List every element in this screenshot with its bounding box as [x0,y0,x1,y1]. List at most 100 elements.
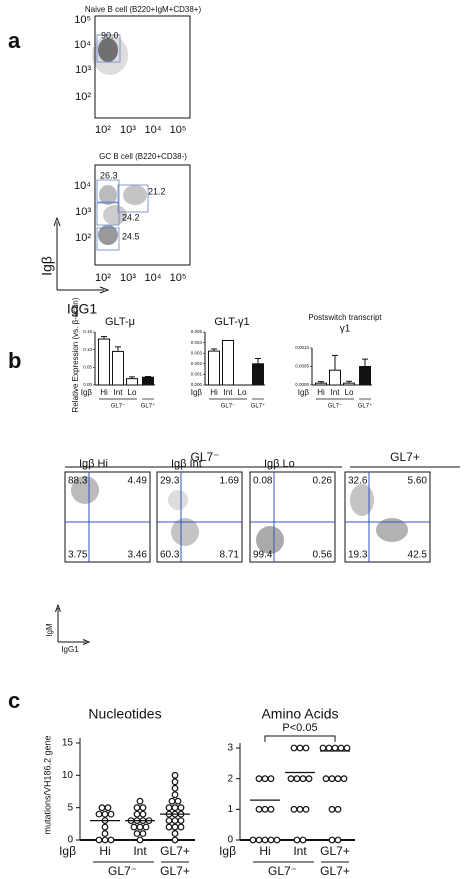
data-point [261,805,269,813]
bar [252,363,264,386]
data-point [319,744,327,752]
group-label: GL7+ [320,864,350,878]
data-point [136,836,144,844]
x-tick-label: 10² [95,124,111,136]
x-axis-label: Igβ [81,388,93,397]
x-tick-label: Hi [99,844,110,858]
x-tick-label: Int [133,844,147,858]
data-point [267,775,275,783]
cell-cloud [99,185,117,205]
data-point [95,810,103,818]
y-tick-label: 0.001 [191,372,203,377]
group-label: GL7⁻ [328,404,343,410]
data-point [267,836,275,844]
y-tick-label: 0.15 [83,329,92,334]
chart-title: GLT-γ1 [214,316,249,328]
x-tick-label: 10⁵ [170,272,187,284]
cell-cloud [256,526,284,554]
data-point [322,775,330,783]
data-point [328,836,336,844]
data-point [290,744,298,752]
quadrant-label: 42.5 [408,550,428,561]
data-point [255,805,263,813]
axis-label: IgM [45,623,54,637]
chart-subtitle: γ1 [340,324,351,335]
y-tick-label: 0.000 [191,382,203,387]
data-point [331,744,339,752]
data-point [171,778,179,786]
x-tick-label: Hi [317,388,325,397]
bar [343,382,355,386]
axis-label: IgG1 [67,301,98,317]
axis-label: IgG1 [61,645,79,654]
data-point [287,775,295,783]
x-tick-label: 10⁴ [145,124,162,136]
quadrant-label: 0.56 [313,550,333,561]
data-point [139,830,147,837]
chart-title: Postswitch transcript [308,313,382,322]
x-axis-label: Igβ [219,844,236,858]
x-tick-label: Int [293,844,307,858]
data-point [255,775,263,783]
data-point [261,775,269,783]
axis-label: Relative Expression (vs. β-actin) [71,297,80,412]
data-point [334,775,342,783]
x-tick-label: Lo [345,388,354,397]
data-point [171,791,179,799]
quadrant-label: 60.3 [160,550,180,561]
panel-label: c [8,688,20,713]
y-tick-label: 15 [62,738,74,749]
data-point [171,804,179,812]
y-tick-label: 10⁴ [74,39,91,51]
gate-label: 24.2 [122,212,140,222]
data-point [139,804,147,812]
group-label: GL7⁺ [251,403,266,410]
data-point [177,823,185,831]
data-point [249,836,257,844]
data-point [165,817,173,824]
y-tick-label: 0.005 [191,329,203,334]
bar [142,376,154,386]
data-point [267,805,275,813]
y-tick-label: 5 [67,802,73,813]
data-point [101,830,109,837]
data-point [171,817,179,824]
plot-frame [344,471,431,563]
y-tick-label: 10² [75,91,91,103]
panel-label: a [8,28,21,53]
y-tick-label: 0.004 [191,340,203,345]
y-tick-label: 10³ [75,206,91,218]
data-point [171,836,179,844]
x-tick-label: Int [224,388,234,397]
x-tick-label: Hi [210,388,218,397]
data-point [98,804,106,812]
cell-cloud [123,185,147,205]
data-point [328,805,336,813]
quadrant-label: 5.60 [408,476,428,487]
quadrant-label: 4.49 [128,476,148,487]
cell-cloud [350,484,374,516]
data-point [177,804,185,812]
x-tick-label: GL7+ [160,844,190,858]
bar [329,369,341,386]
quadrant-label: 8.71 [220,550,240,561]
chart-title: Amino Acids [261,706,338,722]
data-point [293,775,301,783]
gate-label: 21.2 [148,186,166,196]
bar [112,350,124,386]
axis-label: mutations/VH186.2 gene [42,735,52,834]
plot-title: GC B cell (B220+CD38-) [99,152,187,161]
data-point [174,797,182,805]
bar [126,378,138,386]
data-point [130,823,138,831]
data-point [136,797,144,805]
quadrant-label: 3.75 [68,550,88,561]
cell-cloud [92,35,128,75]
group-label: GL7⁻ [221,404,236,410]
quadrant-label: 19.3 [348,550,368,561]
plot-title: Igβ Int [171,458,202,470]
axis-label: Igβ [39,256,55,276]
y-tick-label: 0.10 [83,347,92,352]
y-tick-label: 0.0010 [295,345,309,350]
plot-frame [94,164,191,266]
